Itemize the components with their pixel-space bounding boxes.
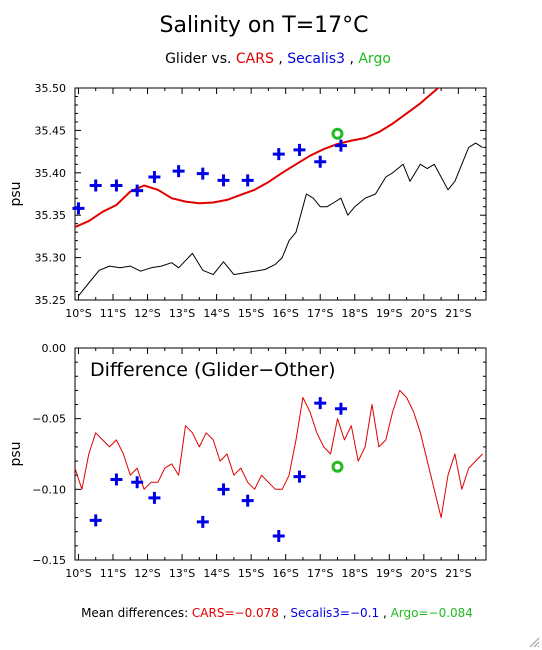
x-tick-label: 11°S <box>100 307 126 320</box>
x-tick-label: 12°S <box>134 567 160 580</box>
mean-diff-prefix: Mean differences: <box>81 606 192 620</box>
argo-marker <box>331 460 344 473</box>
x-tick-label: 16°S <box>272 307 298 320</box>
y-tick-label: 35.40 <box>35 167 67 180</box>
resize-grip-icon[interactable] <box>528 636 540 648</box>
plot-frame <box>74 347 487 561</box>
x-tick-label: 16°S <box>272 567 298 580</box>
mean-diff-cars: CARS=−0.078 <box>192 606 279 620</box>
mean-diff-sep2: , <box>383 606 391 620</box>
x-tick-label: 13°S <box>169 307 195 320</box>
x-tick-label: 14°S <box>203 567 229 580</box>
secalis3-marker <box>72 202 85 215</box>
difference-panel: 10°S 11°S 12°S 13°S 14°S 15°S 16°S 17°S 18°S 19°S… <box>8 342 487 580</box>
secalis3-marker <box>272 148 285 161</box>
secalis3-marker <box>314 397 327 410</box>
cars-series-line <box>75 389 483 519</box>
subtitle-cars: CARS <box>236 51 274 67</box>
y-tick-label: −0.10 <box>32 483 66 496</box>
secalis3-marker <box>293 143 306 156</box>
mean-diff-argo: Argo=−0.084 <box>391 606 473 620</box>
secalis3-marker <box>196 167 209 180</box>
y-tick-label: −0.05 <box>32 413 66 426</box>
secalis3-marker <box>131 476 144 489</box>
secalis3-marker <box>148 491 161 504</box>
x-tick-label: 13°S <box>169 567 195 580</box>
mean-diff-sep1: , <box>283 606 291 620</box>
subtitle: Glider vs. CARS , Secalis3 , Argo <box>165 51 391 67</box>
x-tick-label: 19°S <box>376 307 402 320</box>
argo-marker <box>331 127 344 140</box>
subtitle-prefix: Glider vs. <box>165 51 236 67</box>
secalis3-marker <box>110 179 123 192</box>
secalis3-marker <box>334 139 347 152</box>
secalis3-marker <box>89 514 102 527</box>
x-tick-label: 11°S <box>100 567 126 580</box>
subtitle-argo: Argo <box>358 51 391 67</box>
x-tick-label: 20°S <box>411 307 437 320</box>
glider-series-line <box>78 142 483 297</box>
secalis3-marker <box>172 165 185 178</box>
y-tick-label: 35.45 <box>35 124 67 137</box>
x-tick-label: 20°S <box>411 567 437 580</box>
x-tick-label: 15°S <box>238 307 264 320</box>
x-tick-label: 14°S <box>203 307 229 320</box>
y-tick-label: 35.30 <box>35 252 67 265</box>
secalis3-marker <box>217 483 230 496</box>
y-tick-label: 0.00 <box>42 342 67 355</box>
mean-differences: Mean differences: CARS=−0.078 , Secalis3… <box>81 606 473 620</box>
x-tick-label: 21°S <box>445 307 471 320</box>
secalis3-marker <box>89 179 102 192</box>
x-tick-label: 19°S <box>376 567 402 580</box>
secalis3-marker <box>217 174 230 187</box>
y-axis-label: psu <box>8 181 24 206</box>
y-tick-label: 35.50 <box>35 82 67 95</box>
mean-diff-secalis: Secalis3=−0.1 <box>290 606 379 620</box>
x-tick-label: 10°S <box>65 567 91 580</box>
x-tick-label: 21°S <box>445 567 471 580</box>
y-tick-label: 35.35 <box>35 209 67 222</box>
y-tick-label: −0.15 <box>32 554 66 567</box>
secalis3-marker <box>131 184 144 197</box>
secalis3-marker <box>272 529 285 542</box>
secalis3-marker <box>196 515 209 528</box>
secalis3-marker <box>293 470 306 483</box>
x-tick-label: 17°S <box>307 307 333 320</box>
x-tick-label: 18°S <box>342 307 368 320</box>
secalis3-marker <box>148 171 161 184</box>
secalis3-marker <box>334 402 347 415</box>
subtitle-secalis: Secalis3 <box>287 51 345 67</box>
main-title: Salinity on T=17°C <box>160 13 369 38</box>
secalis3-marker <box>241 174 254 187</box>
y-tick-label: 35.25 <box>35 294 67 307</box>
cars-series-line <box>75 88 440 229</box>
subtitle-sep2: , <box>349 51 358 67</box>
subtitle-sep1: , <box>278 51 287 67</box>
x-tick-label: 12°S <box>134 307 160 320</box>
secalis3-marker <box>241 494 254 507</box>
secalis3-marker <box>314 155 327 168</box>
plot-frame <box>74 87 487 301</box>
y-axis-label: psu <box>8 441 24 466</box>
secalis3-marker <box>110 473 123 486</box>
x-tick-label: 18°S <box>342 567 368 580</box>
x-tick-label: 15°S <box>238 567 264 580</box>
x-tick-label: 17°S <box>307 567 333 580</box>
salinity-panel: 10°S 11°S 12°S 13°S 14°S 15°S 16°S 17°S 18°S 19°S… <box>8 82 487 320</box>
panel-title: Difference (Glider−Other) <box>90 359 336 381</box>
x-tick-label: 10°S <box>65 307 91 320</box>
